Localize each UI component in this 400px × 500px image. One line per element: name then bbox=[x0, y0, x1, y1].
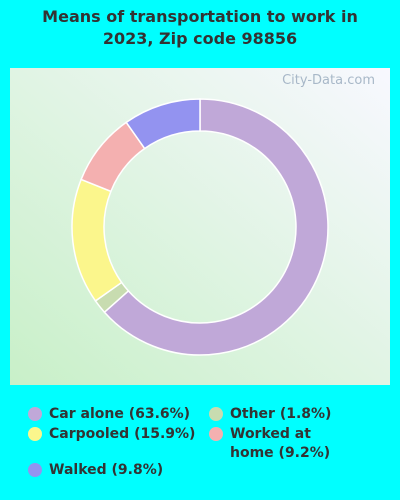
legend-label: Walked (9.8%) bbox=[49, 462, 164, 478]
donut-slice bbox=[125, 98, 201, 150]
legend-swatch bbox=[209, 407, 223, 421]
legend-label: Carpooled (15.9%) bbox=[49, 426, 196, 442]
chart-title: Means of transportation to work in 2023,… bbox=[42, 7, 358, 48]
legend-swatch bbox=[209, 427, 223, 441]
legend-label: Car alone (63.6%) bbox=[49, 406, 191, 422]
legend-label: Worked at home (9.2%) bbox=[230, 426, 331, 461]
donut-slice bbox=[103, 98, 329, 356]
legend-swatch bbox=[28, 427, 42, 441]
legend-label: Other (1.8%) bbox=[230, 406, 332, 422]
donut bbox=[71, 98, 329, 356]
legend-swatch bbox=[28, 407, 42, 421]
watermark: City-Data.com bbox=[282, 73, 375, 88]
legend-swatch bbox=[28, 463, 42, 477]
